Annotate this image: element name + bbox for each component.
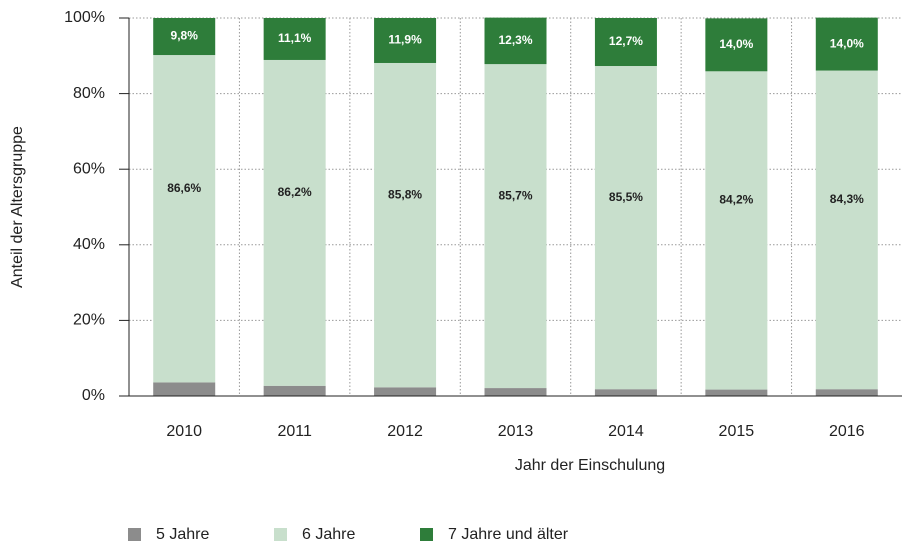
- y-tick-label: 100%: [64, 9, 105, 26]
- y-tick-label: 60%: [73, 160, 105, 177]
- data-label: 14,0%: [719, 37, 753, 51]
- x-tick-label: 2013: [498, 423, 534, 440]
- data-label: 12,3%: [498, 33, 532, 47]
- bar-segment: [705, 71, 768, 390]
- data-label: 84,2%: [719, 193, 753, 207]
- legend-swatch: [274, 528, 287, 541]
- bar-segment: [815, 17, 878, 71]
- bar-segment: [484, 388, 547, 396]
- data-label: 11,1%: [278, 31, 312, 45]
- y-tick-label: 80%: [73, 85, 105, 102]
- bar-segment: [705, 389, 768, 396]
- bar-segment: [374, 18, 437, 63]
- y-tick-label: 20%: [73, 312, 105, 329]
- bar-segment: [153, 382, 216, 396]
- bar-segment: [815, 70, 878, 390]
- data-label: 84,3%: [830, 192, 864, 206]
- data-label: 9,8%: [171, 29, 199, 43]
- bar-segment: [374, 62, 437, 388]
- bar-segment: [374, 387, 437, 396]
- bar-segment: [484, 17, 547, 65]
- x-tick-label: 2014: [608, 423, 644, 440]
- data-label: 12,7%: [609, 34, 643, 48]
- legend-label: 7 Jahre und älter: [448, 526, 569, 543]
- x-tick-label: 2010: [166, 423, 202, 440]
- x-tick-label: 2011: [277, 423, 312, 440]
- bar-segment: [815, 389, 878, 396]
- data-label: 85,8%: [388, 187, 422, 201]
- bar-segment: [484, 64, 547, 389]
- legend-label: 6 Jahre: [302, 526, 355, 543]
- legend-swatch: [128, 528, 141, 541]
- x-tick-label: 2016: [829, 423, 865, 440]
- bar-segment: [263, 59, 326, 386]
- data-label: 14,0%: [830, 36, 864, 50]
- x-tick-label: 2012: [387, 423, 423, 440]
- y-tick-label: 40%: [73, 236, 105, 253]
- data-label: 11,9%: [388, 33, 422, 47]
- data-label: 86,2%: [278, 185, 312, 199]
- bar-segment: [153, 55, 216, 383]
- bar-segment: [263, 385, 326, 396]
- legend-swatch: [420, 528, 433, 541]
- x-axis-title: Jahr der Einschulung: [515, 457, 665, 474]
- y-axis-title: Anteil der Altersgruppe: [9, 126, 26, 288]
- bar-segment: [705, 18, 768, 72]
- data-label: 85,7%: [498, 188, 532, 202]
- x-tick-label: 2015: [719, 423, 755, 440]
- bar-segment: [263, 18, 326, 60]
- y-tick-label: 0%: [82, 387, 105, 404]
- bar-segment: [153, 18, 216, 56]
- bar-segment: [594, 18, 657, 67]
- data-label: 85,5%: [609, 190, 643, 204]
- bar-segment: [594, 66, 657, 390]
- legend-label: 5 Jahre: [156, 526, 209, 543]
- data-label: 86,6%: [167, 181, 201, 195]
- bar-segment: [594, 389, 657, 396]
